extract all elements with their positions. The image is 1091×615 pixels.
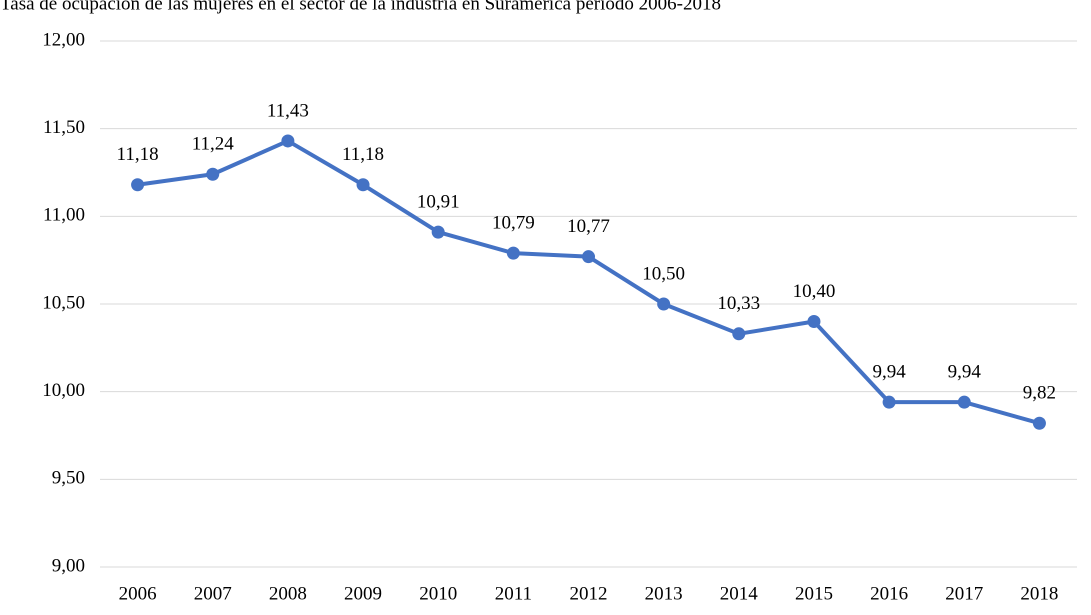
x-tick-label: 2015 — [795, 583, 833, 604]
y-tick-label: 10,00 — [42, 380, 85, 401]
y-tick-label: 11,50 — [43, 117, 85, 138]
x-tick-label: 2008 — [269, 583, 307, 604]
marker — [506, 246, 520, 260]
data-label: 9,82 — [1023, 383, 1056, 404]
x-tick-label: 2018 — [1020, 583, 1058, 604]
marker — [431, 225, 445, 239]
data-label: 11,43 — [267, 100, 309, 121]
x-tick-label: 2016 — [870, 583, 908, 604]
data-label: 11,18 — [117, 144, 159, 165]
x-tick-label: 2014 — [720, 583, 759, 604]
y-tick-label: 9,50 — [52, 468, 85, 489]
x-tick-label: 2017 — [945, 583, 983, 604]
x-tick-label: 2012 — [570, 583, 608, 604]
data-label: 9,94 — [948, 362, 982, 383]
marker — [807, 315, 821, 329]
x-tick-label: 2010 — [419, 583, 457, 604]
y-tick-label: 11,00 — [43, 205, 85, 226]
marker — [582, 250, 595, 264]
x-tick-label: 2009 — [344, 583, 382, 604]
data-label: 10,91 — [417, 191, 460, 212]
marker — [131, 178, 145, 192]
data-label: 11,18 — [342, 144, 384, 165]
data-label: 10,79 — [492, 213, 535, 234]
marker — [356, 178, 370, 192]
x-tick-label: 2006 — [119, 583, 157, 604]
marker — [1032, 416, 1046, 430]
marker — [882, 395, 896, 409]
x-tick-label: 2011 — [495, 583, 532, 604]
marker — [281, 134, 295, 148]
data-label: 10,77 — [567, 216, 610, 237]
y-tick-label: 10,50 — [42, 292, 85, 313]
chart-title: Tasa de ocupación de las mujeres en el s… — [0, 0, 721, 14]
marker — [957, 395, 971, 409]
data-label: 10,50 — [642, 263, 685, 284]
data-label: 9,94 — [872, 362, 906, 383]
marker — [657, 297, 671, 311]
data-label: 11,24 — [192, 134, 235, 155]
y-tick-label: 12,00 — [42, 29, 85, 50]
data-label: 10,33 — [717, 293, 760, 314]
data-label: 10,40 — [793, 281, 836, 302]
y-tick-label: 9,00 — [52, 555, 85, 576]
marker — [206, 167, 220, 181]
marker — [732, 327, 746, 341]
x-tick-label: 2007 — [194, 583, 232, 604]
x-tick-label: 2013 — [645, 583, 683, 604]
